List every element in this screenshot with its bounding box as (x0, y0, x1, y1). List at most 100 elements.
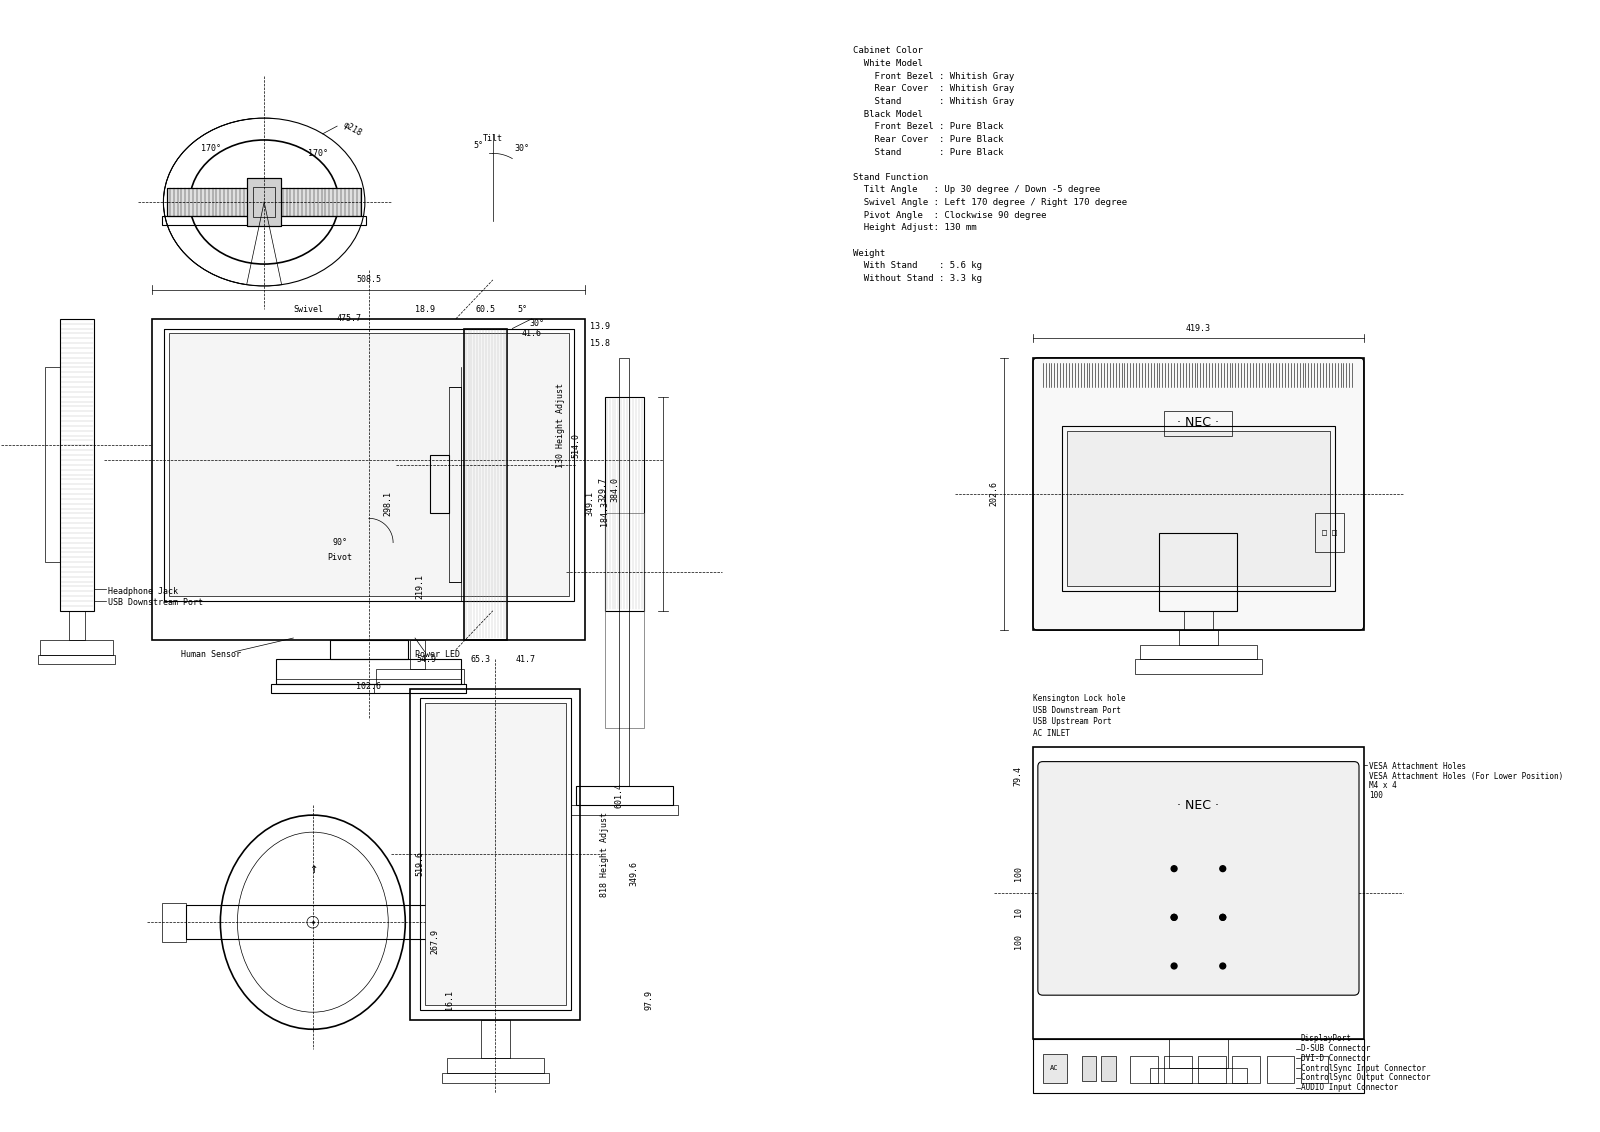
Text: Tilt: Tilt (483, 135, 502, 144)
Text: ControlSync Output Connector: ControlSync Output Connector (1301, 1073, 1430, 1082)
Bar (330, 640, 408, 660)
Text: VESA Attachment Holes (For Lower Position): VESA Attachment Holes (For Lower Positio… (1368, 772, 1563, 781)
Text: Black Model: Black Model (853, 110, 923, 119)
Bar (163, 328, 574, 601)
Text: □ □: □ □ (1322, 529, 1338, 538)
Text: 41.6: 41.6 (522, 329, 542, 338)
Text: Kensington Lock hole: Kensington Lock hole (1034, 694, 1125, 703)
Bar (1267, 1055, 1294, 1083)
Circle shape (1171, 915, 1178, 920)
Text: 5°: 5° (517, 305, 526, 314)
Circle shape (1219, 915, 1226, 920)
Bar (1130, 1055, 1157, 1083)
Text: 184.3: 184.3 (600, 501, 610, 526)
Text: 130 Height Adjust: 130 Height Adjust (557, 384, 565, 469)
Text: 298.1: 298.1 (384, 491, 392, 516)
Text: 475.7: 475.7 (338, 315, 362, 324)
Bar (272, 684, 466, 694)
Bar (69, 611, 85, 640)
Text: 601.4: 601.4 (614, 783, 624, 808)
Text: Headphone Jack: Headphone Jack (109, 586, 179, 595)
Text: 13.9: 13.9 (590, 323, 610, 331)
Text: 18.9: 18.9 (414, 305, 435, 314)
Bar (1170, 1039, 1227, 1069)
Text: AC INLET: AC INLET (1034, 729, 1070, 738)
Text: ↑: ↑ (309, 861, 317, 876)
Bar (1165, 1055, 1192, 1083)
Text: AUDIO Input Connector: AUDIO Input Connector (1301, 1083, 1398, 1092)
Text: 202.6: 202.6 (989, 481, 998, 506)
Text: Without Stand : 3.3 kg: Without Stand : 3.3 kg (853, 274, 982, 283)
Text: 219.1: 219.1 (416, 574, 424, 599)
Text: 41.7: 41.7 (515, 655, 536, 664)
Bar (419, 698, 571, 1010)
Bar (166, 188, 362, 216)
Bar (1034, 358, 1363, 631)
Text: With Stand    : 5.6 kg: With Stand : 5.6 kg (853, 261, 982, 271)
Text: 419.3: 419.3 (1186, 324, 1211, 333)
Bar (446, 1058, 544, 1073)
FancyBboxPatch shape (1038, 762, 1358, 995)
Bar (1179, 631, 1218, 645)
Text: 100: 100 (1014, 934, 1022, 949)
Bar (246, 178, 282, 226)
Bar (186, 906, 440, 940)
Bar (168, 334, 568, 597)
Bar (38, 654, 115, 664)
Bar (410, 640, 424, 669)
Bar (1301, 1055, 1328, 1083)
Text: VESA Attachment Holes: VESA Attachment Holes (1368, 762, 1466, 771)
Text: M4 x 4: M4 x 4 (1368, 781, 1397, 790)
Text: 514.0: 514.0 (571, 432, 581, 457)
Circle shape (1219, 866, 1226, 872)
Bar (40, 640, 114, 654)
Bar (1034, 747, 1363, 1039)
Bar (1043, 1054, 1067, 1083)
Text: Stand Function: Stand Function (853, 173, 928, 182)
Text: 329.7: 329.7 (598, 477, 608, 501)
Text: Pivot: Pivot (326, 552, 352, 561)
Text: 30°: 30° (530, 319, 544, 328)
Text: 100: 100 (1368, 791, 1382, 800)
Text: 16.1: 16.1 (445, 990, 453, 1010)
Bar (450, 387, 461, 582)
Bar (1067, 430, 1330, 586)
Bar (59, 319, 94, 611)
Bar (424, 703, 566, 1005)
Bar (246, 178, 282, 226)
Text: Stand       : Pure Black: Stand : Pure Black (853, 147, 1003, 156)
Bar (605, 396, 643, 611)
Circle shape (1219, 963, 1226, 969)
Text: 267.9: 267.9 (430, 929, 438, 954)
Bar (166, 188, 362, 216)
Bar (605, 514, 643, 728)
Bar (440, 908, 459, 937)
Text: 65.3: 65.3 (470, 655, 491, 664)
Text: 79.4: 79.4 (1014, 766, 1022, 787)
Text: 102.6: 102.6 (357, 683, 381, 692)
Bar (45, 368, 59, 563)
Text: · NEC ·: · NEC · (1178, 799, 1219, 812)
Text: Swivel Angle : Left 170 degree / Right 170 degree: Swivel Angle : Left 170 degree / Right 1… (853, 198, 1126, 207)
Bar (464, 328, 507, 640)
Bar (1101, 1056, 1115, 1081)
Bar (410, 688, 581, 1020)
Bar (1315, 514, 1344, 552)
Text: 170°: 170° (200, 144, 221, 153)
Text: 818 Height Adjust: 818 Height Adjust (600, 812, 610, 897)
Bar (1150, 1069, 1246, 1083)
Bar (1232, 1055, 1259, 1083)
Bar (1141, 645, 1258, 660)
Text: 30°: 30° (515, 144, 530, 153)
Bar (571, 805, 678, 815)
Bar (576, 786, 674, 805)
Text: Front Bezel : Pure Black: Front Bezel : Pure Black (853, 122, 1003, 131)
Text: 508.5: 508.5 (357, 275, 381, 284)
Bar (1165, 411, 1232, 436)
Text: 384.0: 384.0 (610, 477, 619, 501)
Text: USB Downstream Port: USB Downstream Port (1034, 705, 1122, 714)
Text: AC: AC (1050, 1065, 1059, 1071)
Text: 349.1: 349.1 (586, 491, 595, 516)
Bar (1184, 611, 1213, 631)
Text: White Model: White Model (853, 59, 923, 68)
